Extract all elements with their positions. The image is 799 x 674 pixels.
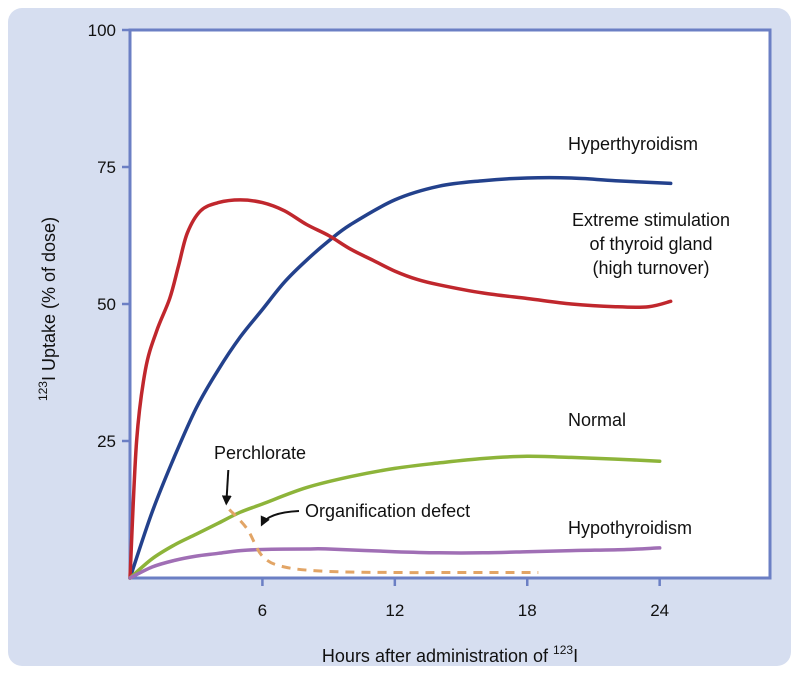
axis-title-part: Hours after administration of — [322, 646, 553, 666]
y-axis-title: 123I Uptake (% of dose) — [36, 217, 59, 401]
figure-panel: 25 50 75 100 6 12 18 24 Perchlorate Organificati… — [8, 8, 791, 666]
x-tick-label: 6 — [258, 601, 267, 620]
axis-title-part: 123 — [553, 643, 573, 657]
series-line-extreme-stimulation-of-thyroid-gland-high-turnover — [128, 198, 673, 580]
y-tick-label: 50 — [97, 295, 116, 314]
series-label-line: Hypothyroidism — [568, 518, 692, 538]
tick-group: 25 50 75 100 6 12 18 24 — [88, 21, 669, 620]
series-label-group: Hyperthyroidism Extreme stimulation of thy… — [568, 134, 730, 538]
series-line-organification-defect — [228, 508, 539, 575]
series-label-hypothyroidism: Hypothyroidism — [568, 518, 692, 538]
series-line-normal — [128, 454, 662, 580]
annotation-perchlorate: Perchlorate — [214, 443, 306, 463]
axis-title-part: 123 — [36, 381, 50, 401]
y-tick-label: 25 — [97, 432, 116, 451]
x-axis-title: Hours after administration of 123I — [322, 643, 578, 666]
axis-title-part: I — [573, 646, 578, 666]
series-line-hyperthyroidism — [128, 175, 673, 580]
series-label-extreme-stimulation-of-thyroid-gland-high-turnover: Extreme stimulation of thyroid gland (high… — [572, 210, 730, 278]
series-label-line: Hyperthyroidism — [568, 134, 698, 154]
annotation-arrow-organification — [260, 510, 300, 527]
series-label-hyperthyroidism: Hyperthyroidism — [568, 134, 698, 154]
series-label-line: Normal — [568, 410, 626, 430]
series-label-line: of thyroid gland — [589, 234, 712, 254]
series-line-hypothyroidism — [128, 546, 662, 580]
series-label-line: (high turnover) — [592, 258, 709, 278]
x-tick-label: 24 — [650, 601, 669, 620]
y-tick-label: 75 — [97, 158, 116, 177]
uptake-chart: 25 50 75 100 6 12 18 24 Perchlorate Organificati… — [36, 21, 772, 666]
series-label-normal: Normal — [568, 410, 626, 430]
series-label-line: Extreme stimulation — [572, 210, 730, 230]
annotation-organification-defect: Organification defect — [305, 501, 470, 521]
x-tick-label: 18 — [518, 601, 537, 620]
x-tick-label: 12 — [385, 601, 404, 620]
axis-title-part: I Uptake (% of dose) — [39, 217, 59, 381]
annotation-group: Perchlorate Organification defect — [214, 443, 470, 527]
y-tick-label: 100 — [88, 21, 116, 40]
series-group — [128, 175, 673, 580]
annotation-arrow-perchlorate — [221, 469, 232, 506]
